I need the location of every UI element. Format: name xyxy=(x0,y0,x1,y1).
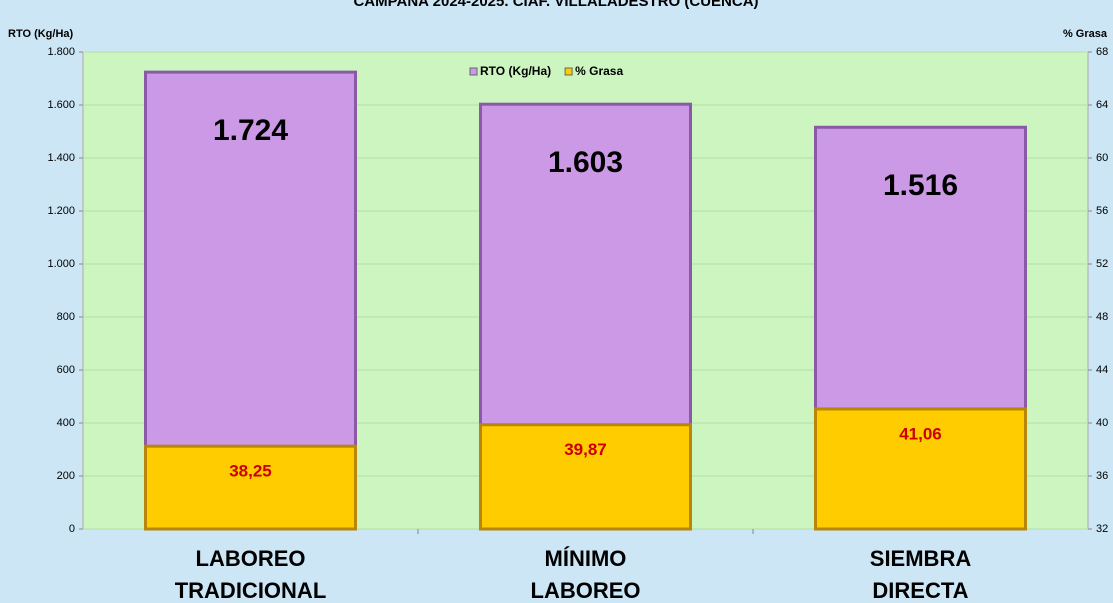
y2-axis-label: % Grasa xyxy=(1063,28,1108,40)
chart-title: CAMPAÑA 2024-2025. CIAF. VILLALADESTRO (… xyxy=(353,0,758,10)
y-tick-label: 600 xyxy=(57,364,75,376)
y2-tick-label: 40 xyxy=(1096,417,1108,429)
y-tick-label: 1.000 xyxy=(47,258,75,270)
legend-swatch xyxy=(469,67,478,76)
bar xyxy=(144,444,357,531)
y-tick-label: 1.600 xyxy=(47,99,75,111)
y2-tick-label: 44 xyxy=(1096,364,1108,376)
x-tick-label: DIRECTA xyxy=(872,578,968,603)
y-tick-label: 800 xyxy=(57,311,75,323)
y-tick-label: 1.200 xyxy=(47,205,75,217)
y-tick-label: 0 xyxy=(69,523,75,535)
y2-tick-label: 36 xyxy=(1096,470,1108,482)
y-tick-label: 400 xyxy=(57,417,75,429)
y-axis-label: RTO (Kg/Ha) xyxy=(8,28,74,40)
legend-label: % Grasa xyxy=(575,64,623,78)
y2-tick-label: 48 xyxy=(1096,311,1108,323)
x-tick-label: TRADICIONAL xyxy=(175,578,327,603)
legend-label: RTO (Kg/Ha) xyxy=(480,64,551,78)
bar xyxy=(479,423,692,531)
bar xyxy=(814,407,1027,531)
value-label: 39,87 xyxy=(564,440,607,459)
x-tick-label: MÍNIMO xyxy=(545,546,627,571)
y2-tick-label: 52 xyxy=(1096,258,1108,270)
y2-tick-label: 60 xyxy=(1096,152,1108,164)
y-tick-label: 200 xyxy=(57,470,75,482)
value-label: 1.724 xyxy=(213,114,288,147)
value-label: 41,06 xyxy=(899,424,942,443)
value-label: 1.603 xyxy=(548,146,623,179)
x-tick-label: SIEMBRA xyxy=(870,546,972,571)
legend-swatch xyxy=(564,67,573,76)
y-tick-label: 1.800 xyxy=(47,46,75,58)
x-tick-label: LABOREO xyxy=(196,546,306,571)
y2-tick-label: 68 xyxy=(1096,46,1108,58)
y-tick-label: 1.400 xyxy=(47,152,75,164)
y2-tick-label: 56 xyxy=(1096,205,1108,217)
value-label: 38,25 xyxy=(229,462,272,481)
y2-tick-label: 32 xyxy=(1096,523,1108,535)
y2-tick-label: 64 xyxy=(1096,99,1108,111)
x-tick-label: LABOREO xyxy=(531,578,641,603)
value-label: 1.516 xyxy=(883,169,958,202)
